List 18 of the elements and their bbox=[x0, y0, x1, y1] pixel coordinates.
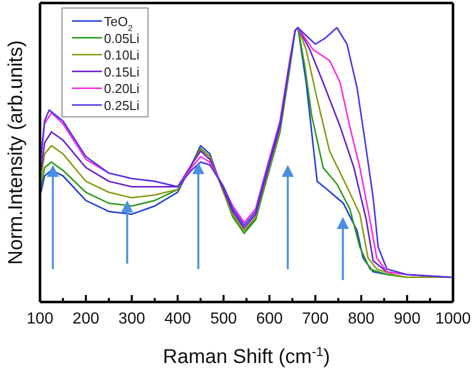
x-tick-label: 100 bbox=[26, 310, 54, 328]
legend-label: 0.10Li bbox=[104, 48, 140, 63]
legend-label: 0.20Li bbox=[104, 81, 140, 96]
y-axis-title: Norm.Intensity (arb.units) bbox=[5, 40, 27, 265]
x-tick-label: 300 bbox=[118, 310, 146, 328]
x-axis-title: Raman Shift (cm$^{-1}$) bbox=[162, 344, 330, 368]
legend-label: 0.05Li bbox=[104, 30, 140, 46]
x-tick-label: 900 bbox=[394, 310, 421, 328]
x-tick-label: 200 bbox=[72, 310, 100, 328]
x-tick-label: 800 bbox=[348, 310, 375, 328]
legend-label: TeO$_{2}$ bbox=[104, 14, 133, 33]
legend-label: 0.15Li bbox=[104, 64, 140, 80]
legend-label: 0.25Li bbox=[104, 98, 140, 113]
x-tick-label: 500 bbox=[210, 310, 237, 328]
x-tick-label: 1000 bbox=[435, 310, 471, 328]
x-tick-label: 600 bbox=[256, 310, 283, 328]
x-tick-label: 400 bbox=[164, 310, 192, 328]
x-tick-label: 700 bbox=[302, 310, 329, 328]
